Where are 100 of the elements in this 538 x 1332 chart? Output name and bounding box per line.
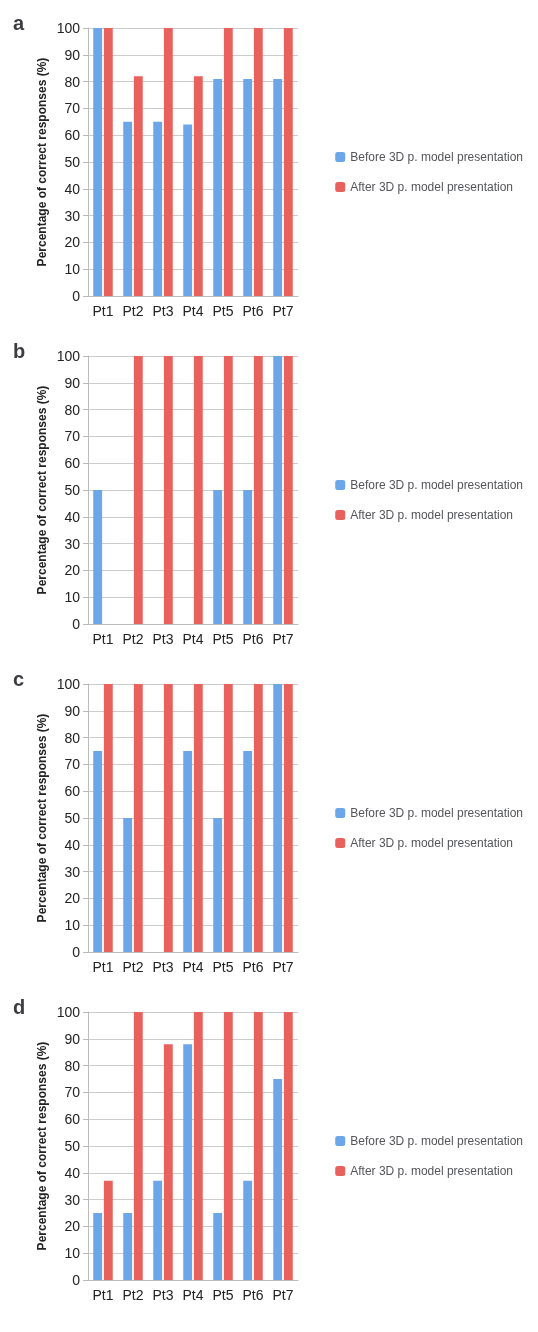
bar (93, 28, 103, 296)
y-tick-label: 50 (64, 154, 81, 170)
bar (253, 684, 263, 952)
y-tick-label: 30 (64, 863, 81, 880)
chart-title: a (13, 12, 25, 34)
y-tick-label: 10 (64, 1245, 81, 1262)
y-tick-label: 0 (72, 1272, 81, 1288)
x-tick-label: Pt6 (242, 631, 264, 647)
x-tick-label: Pt7 (272, 631, 294, 647)
bar (133, 76, 143, 296)
y-tick-label: 0 (72, 616, 81, 632)
y-tick-label: 60 (64, 127, 81, 144)
x-tick-label: Pt2 (122, 303, 144, 319)
y-tick-label: 20 (64, 1218, 81, 1235)
y-tick-label: 70 (64, 756, 81, 773)
x-tick-label: Pt7 (272, 1287, 294, 1303)
bar (123, 121, 133, 296)
legend-label: Before 3D p. model presentation (350, 150, 524, 164)
bar (93, 1213, 103, 1280)
bar (253, 1012, 263, 1280)
bar (103, 28, 113, 296)
y-axis-title: Percentage of correct responses (%) (35, 57, 49, 267)
y-axis-title: Percentage of correct responses (%) (35, 385, 49, 595)
y-tick-label: 40 (64, 180, 81, 197)
y-tick-label: 10 (64, 261, 81, 278)
bar (183, 124, 193, 296)
bar (183, 751, 193, 952)
y-tick-label: 50 (64, 1138, 81, 1154)
y-axis-title: Percentage of correct responses (%) (35, 1041, 49, 1251)
y-tick-label: 40 (64, 508, 81, 525)
bar (163, 1044, 173, 1280)
y-tick-label: 80 (64, 729, 81, 746)
bar (193, 76, 203, 296)
legend-label: Before 3D p. model presentation (350, 1134, 524, 1148)
bar (93, 751, 103, 952)
legend-label: After 3D p. model presentation (350, 508, 513, 522)
y-tick-label: 40 (64, 1164, 81, 1181)
x-tick-label: Pt6 (242, 303, 264, 319)
legend-label: Before 3D p. model presentation (350, 478, 524, 492)
x-tick-label: Pt5 (212, 303, 234, 319)
bar (213, 1213, 223, 1280)
x-tick-label: Pt3 (152, 1287, 174, 1303)
y-tick-label: 30 (64, 535, 81, 552)
bar (283, 28, 293, 296)
bar (223, 28, 233, 296)
bar (243, 78, 253, 296)
x-tick-label: Pt3 (152, 631, 174, 647)
legend-label: After 3D p. model presentation (350, 180, 513, 194)
x-tick-label: Pt2 (122, 631, 144, 647)
bar (213, 78, 223, 296)
y-tick-label: 0 (72, 944, 81, 960)
bar (193, 684, 203, 952)
x-tick-label: Pt6 (242, 1287, 264, 1303)
x-tick-label: Pt4 (182, 631, 204, 647)
y-tick-label: 100 (56, 348, 81, 364)
chart-title: b (13, 340, 26, 362)
bar (223, 684, 233, 952)
bar (213, 818, 223, 952)
x-tick-label: Pt3 (152, 959, 174, 975)
y-tick-label: 50 (64, 810, 81, 826)
x-tick-label: Pt4 (182, 1287, 204, 1303)
x-tick-label: Pt6 (242, 959, 264, 975)
bar (273, 684, 283, 952)
x-tick-label: Pt7 (272, 303, 294, 319)
y-tick-label: 20 (64, 562, 81, 579)
bar (163, 684, 173, 952)
bar (123, 1213, 133, 1280)
bar (163, 28, 173, 296)
y-tick-label: 70 (64, 100, 81, 117)
y-tick-label: 70 (64, 428, 81, 445)
y-tick-label: 60 (64, 783, 81, 800)
y-tick-label: 100 (56, 20, 81, 36)
y-tick-label: 30 (64, 207, 81, 224)
x-tick-label: Pt3 (152, 303, 174, 319)
y-tick-label: 60 (64, 1111, 81, 1128)
bar (153, 1180, 163, 1280)
bar (273, 1079, 283, 1280)
y-tick-label: 20 (64, 234, 81, 251)
y-tick-label: 90 (64, 702, 81, 719)
y-tick-label: 80 (64, 401, 81, 418)
x-tick-label: Pt4 (182, 959, 204, 975)
x-tick-label: Pt4 (182, 303, 204, 319)
bar (133, 1012, 143, 1280)
y-tick-label: 70 (64, 1084, 81, 1101)
x-tick-label: Pt7 (272, 959, 294, 975)
x-tick-label: Pt1 (92, 1287, 114, 1303)
x-tick-label: Pt5 (212, 1287, 234, 1303)
y-tick-label: 20 (64, 890, 81, 907)
bar (183, 1044, 193, 1280)
x-tick-label: Pt1 (92, 303, 114, 319)
bar (273, 78, 283, 296)
y-tick-label: 30 (64, 1191, 81, 1208)
x-tick-label: Pt5 (212, 959, 234, 975)
y-tick-label: 90 (64, 374, 81, 391)
y-tick-label: 60 (64, 455, 81, 472)
y-tick-label: 90 (64, 46, 81, 63)
y-tick-label: 40 (64, 836, 81, 853)
bar (253, 28, 263, 296)
bar (283, 1012, 293, 1280)
x-tick-label: Pt2 (122, 959, 144, 975)
